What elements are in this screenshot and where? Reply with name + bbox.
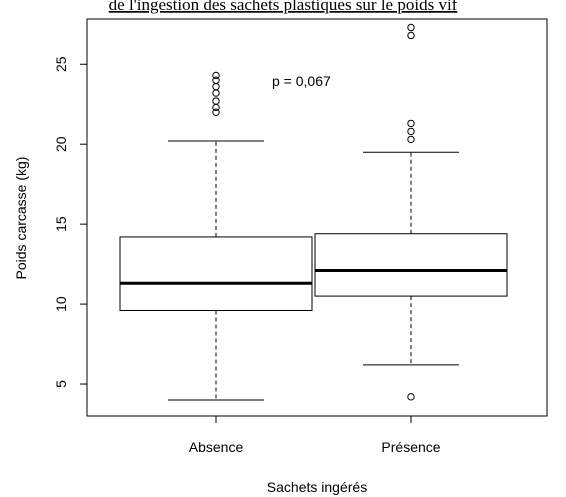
outlier-point xyxy=(212,89,220,97)
box-iqr xyxy=(119,236,313,311)
x-axis-title: Sachets ingérés xyxy=(267,479,367,495)
x-tick-label: Présence xyxy=(381,439,440,455)
x-axis: Absence Présence xyxy=(189,415,441,455)
chart-title: de l'ingestion des sachets plastiques su… xyxy=(109,0,458,14)
box-group xyxy=(314,23,508,401)
y-tick-label: 20 xyxy=(53,136,69,152)
outlier-point xyxy=(407,127,415,136)
outlier-point xyxy=(212,76,220,84)
y-tick-label: 5 xyxy=(53,380,69,388)
y-axis: 5 10 15 20 25 xyxy=(53,56,88,388)
box-iqr xyxy=(314,233,508,297)
outlier-point xyxy=(212,71,220,80)
y-tick-label: 15 xyxy=(53,216,69,232)
outlier-point xyxy=(212,103,220,112)
y-tick-label: 10 xyxy=(53,296,69,312)
y-tick-label: 25 xyxy=(53,56,69,72)
p-value-annotation: p = 0,067 xyxy=(272,73,331,89)
outlier-point xyxy=(407,393,415,401)
box-group xyxy=(119,71,313,401)
outlier-point xyxy=(212,108,220,116)
x-tick-label: Absence xyxy=(189,439,244,455)
outlier-point xyxy=(407,119,415,128)
y-axis-title: Poids carcasse (kg) xyxy=(13,157,29,280)
outlier-point xyxy=(212,82,220,91)
outlier-point xyxy=(407,135,415,144)
outlier-point xyxy=(407,31,415,40)
outlier-point xyxy=(212,97,220,105)
outlier-point xyxy=(407,23,415,32)
boxes-layer xyxy=(119,23,508,401)
